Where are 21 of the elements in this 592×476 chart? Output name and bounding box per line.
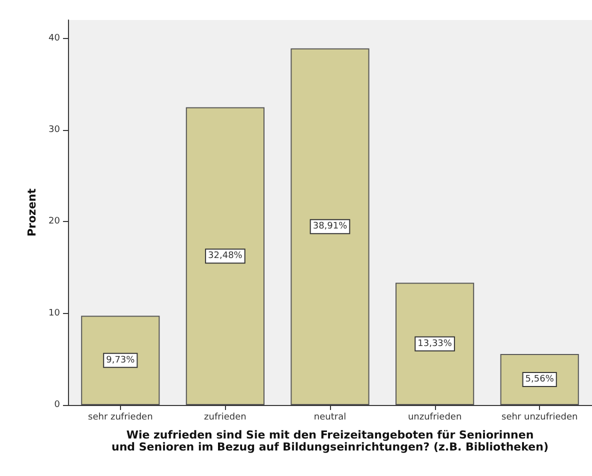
x-tick-label: neutral	[314, 412, 346, 422]
y-tick-label: 30	[48, 125, 60, 135]
bar	[290, 48, 370, 405]
data-label: 5,56%	[525, 374, 554, 385]
data-label: 13,33%	[418, 338, 452, 349]
data-label: 38,91%	[312, 222, 348, 232]
x-tick-label: unzufrieden	[408, 412, 462, 422]
bar	[396, 282, 474, 405]
y-tick-label: 20	[48, 216, 60, 227]
x-axis-title: Wie zufrieden sind Sie mit den Freizeitangeboten für Seniorinnen und Senioren im Bezug auf Bildungseinrichtungen? (z.B. Bibliotheken)	[112, 428, 548, 454]
data-label: 9,73%	[106, 355, 136, 366]
y-tick-label: 10	[48, 308, 60, 318]
x-tick-label: zufrieden	[204, 412, 246, 422]
bar	[81, 316, 160, 405]
bar	[186, 107, 264, 405]
data-label: 32,48%	[208, 251, 243, 262]
y-tick-label: 40	[48, 33, 60, 44]
x-tick-label: sehr zufrieden	[88, 412, 153, 422]
y-axis-title: Prozent	[26, 188, 39, 236]
x-tick-label: sehr unzufrieden	[502, 412, 578, 422]
y-tick-label: 0	[54, 400, 60, 410]
